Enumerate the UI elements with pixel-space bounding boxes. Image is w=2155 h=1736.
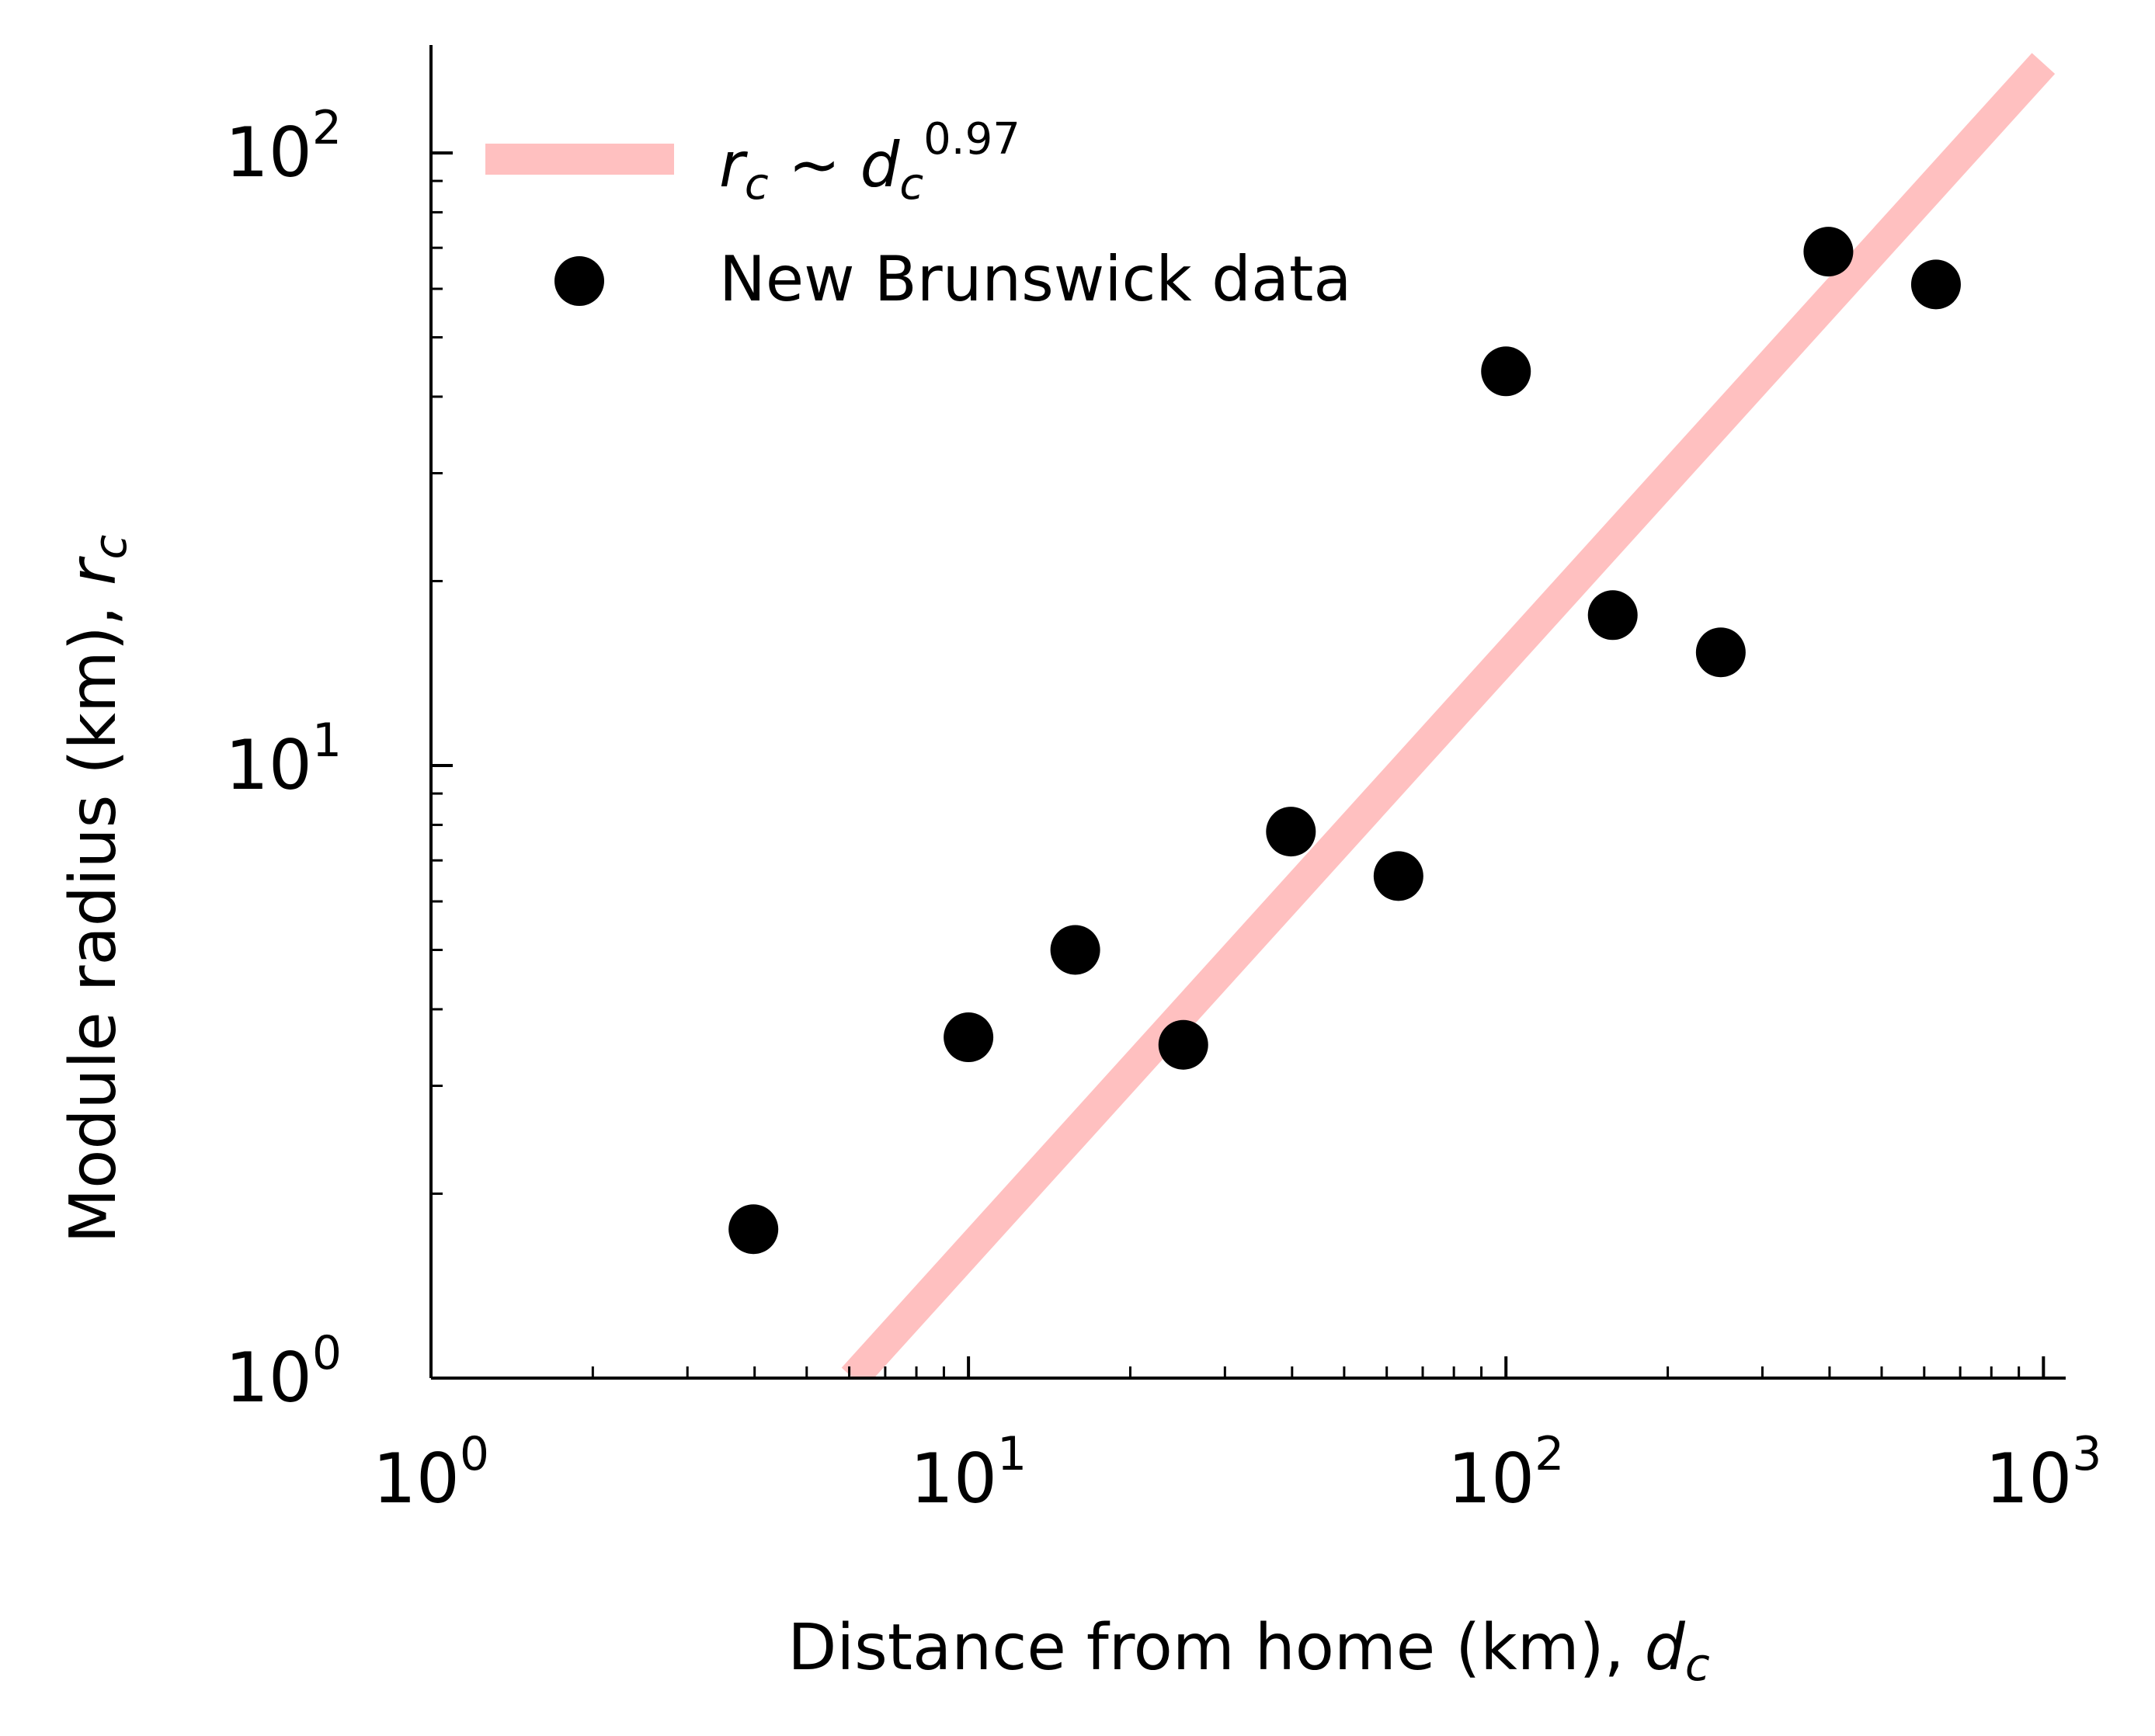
- data-point: [1695, 627, 1746, 678]
- fit-line-layer: [841, 53, 2056, 1378]
- y-tick-label: 101: [225, 713, 342, 805]
- data-points-layer: [728, 227, 1961, 1255]
- x-ticks: 100 101 102 103: [373, 1356, 2101, 1519]
- data-point: [1910, 259, 1961, 310]
- data-point: [1050, 925, 1100, 975]
- y-ticks: 100 101 102: [225, 101, 453, 1418]
- data-point: [1481, 346, 1531, 397]
- x-tick-label: 101: [910, 1427, 1027, 1519]
- data-point: [1266, 807, 1316, 857]
- data-point: [728, 1204, 779, 1255]
- legend-point-swatch: [554, 256, 604, 306]
- data-point: [944, 1012, 994, 1063]
- data-point: [1803, 227, 1854, 277]
- y-axis-label: Module radius (km), rc: [57, 534, 137, 1243]
- legend-data-label: New Brunswick data: [719, 243, 1351, 315]
- fit-line: [841, 53, 2056, 1378]
- x-tick-label: 100: [373, 1427, 489, 1519]
- legend: rc ~ dc0.97 New Brunswick data: [485, 114, 1351, 315]
- data-point: [1587, 590, 1638, 641]
- data-point: [1158, 1019, 1208, 1070]
- axes: [429, 45, 2066, 1380]
- y-tick-label: 102: [225, 101, 342, 193]
- data-point: [1373, 851, 1423, 901]
- y-tick-label: 100: [225, 1326, 342, 1418]
- legend-fit-label: rc ~ dc0.97: [719, 114, 1020, 210]
- x-axis-label: Distance from home (km), dc: [787, 1611, 1710, 1691]
- x-tick-label: 103: [1985, 1427, 2101, 1519]
- x-tick-label: 102: [1448, 1427, 1564, 1519]
